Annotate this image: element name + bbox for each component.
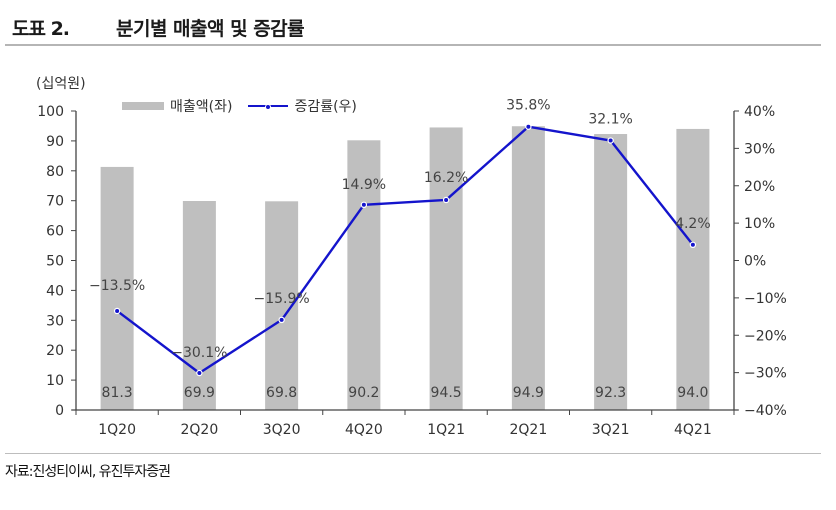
right-tick-label: 20% [744,179,775,195]
growth-value-label: 32.1% [588,112,632,128]
bar-value-label: 94.9 [513,385,544,401]
growth-rate-line [116,125,694,375]
growth-point-2Q21 [526,124,531,129]
bar-1Q20 [100,166,134,410]
left-tick-label: 70 [46,194,64,210]
growth-point-2Q20 [197,370,202,375]
left-tick-label: 0 [55,403,64,419]
legend-line-swatch [248,101,289,111]
bar-value-label: 92.3 [595,385,626,401]
left-tick-label: 90 [46,134,64,150]
growth-value-label: 16.2% [424,170,468,186]
bar-3Q21 [594,134,628,410]
bar-value-label: 69.9 [184,385,215,401]
left-tick-label: 40 [46,283,64,299]
bar-value-label: 69.8 [266,385,297,401]
growth-point-3Q20 [279,317,284,322]
x-tick-label: 4Q21 [674,422,712,438]
growth-point-3Q21 [608,138,613,143]
left-tick-label: 60 [46,224,64,240]
bar-value-label: 81.3 [102,385,133,401]
left-tick-label: 50 [46,254,64,270]
bar-value-label: 90.2 [348,385,379,401]
footer-divider [5,453,821,454]
left-tick-label: 30 [46,313,64,329]
header-divider [5,44,821,46]
bar-2Q21 [511,126,545,411]
growth-point-4Q20 [361,202,366,207]
growth-point-4Q21 [690,242,695,247]
right-tick-label: −10% [744,291,787,307]
bar-value-label: 94.0 [677,385,708,401]
right-tick-label: −40% [744,403,787,419]
growth-value-label: 4.2% [675,216,711,232]
legend-label-growth: 증감률(우) [294,99,357,115]
right-tick-label: −30% [744,366,787,382]
legend-marker-icon [265,104,272,110]
x-tick-label: 3Q21 [592,422,630,438]
source-note: 자료:진성티이씨, 유진투자증권 [5,464,171,480]
right-tick-label: 40% [744,104,775,120]
right-tick-label: 0% [744,254,766,270]
growth-point-1Q21 [444,197,449,202]
left-axis-unit-label: (십억원) [36,76,86,92]
figure-number: 도표 2. [12,18,70,40]
right-tick-label: −20% [744,328,787,344]
bar-4Q21 [676,128,710,410]
bar-1Q21 [429,127,463,410]
growth-value-label: 35.8% [506,98,550,114]
growth-value-label: −15.9% [254,291,310,307]
right-tick-label: 30% [744,141,775,157]
growth-value-label: 14.9% [342,177,386,193]
growth-point-1Q20 [115,308,120,313]
right-tick-label: 10% [744,216,775,232]
left-tick-label: 10 [46,373,64,389]
bar-2Q20 [182,200,216,410]
left-tick-label: 100 [37,104,64,120]
legend-label-revenue: 매출액(좌) [170,99,233,115]
legend-bar-swatch [122,102,164,110]
x-tick-label: 4Q20 [345,422,383,438]
legend: 매출액(좌) 증감률(우) [122,96,373,116]
left-tick-label: 20 [46,343,64,359]
x-tick-label: 1Q21 [427,422,465,438]
x-tick-label: 3Q20 [263,422,301,438]
x-tick-label: 2Q20 [181,422,219,438]
growth-value-label: −30.1% [171,345,227,361]
bar-value-label: 94.5 [431,385,462,401]
bar-4Q20 [347,140,381,410]
x-tick-label: 1Q20 [98,422,136,438]
chart-title: 분기별 매출액 및 증감률 [116,18,305,40]
growth-value-label: −13.5% [89,278,145,294]
left-tick-label: 80 [46,164,64,180]
x-tick-label: 2Q21 [510,422,548,438]
